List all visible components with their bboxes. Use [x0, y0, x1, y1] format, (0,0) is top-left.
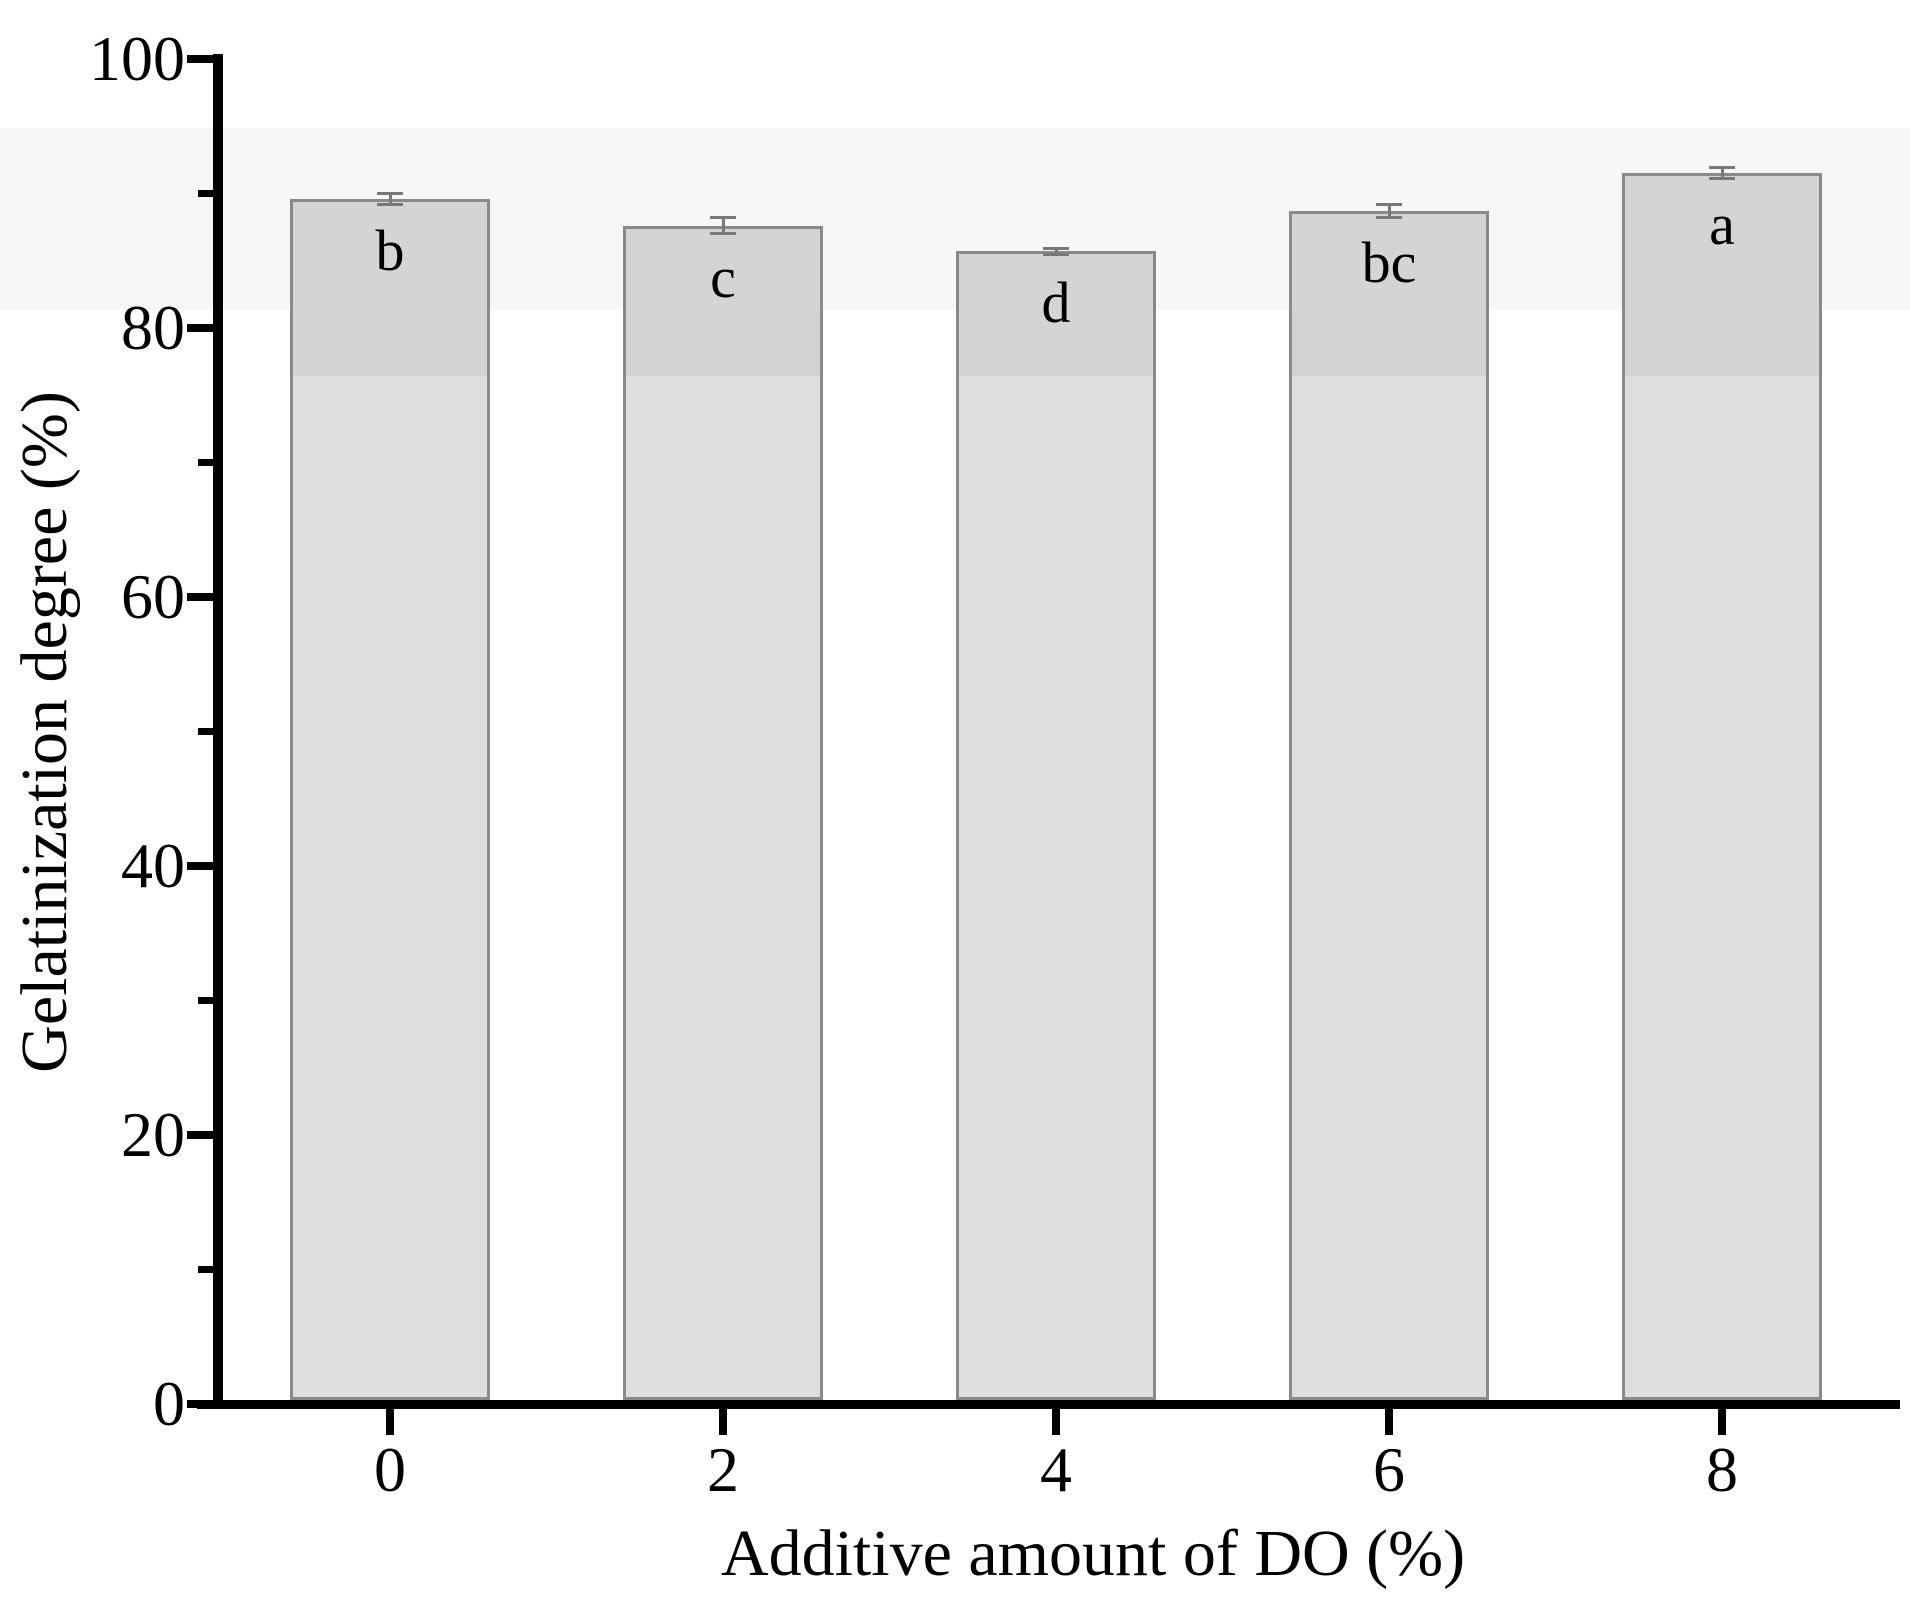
- y-major-tick: [187, 1400, 213, 1408]
- error-bar-cap-bottom: [1376, 216, 1402, 220]
- significance-letter: bc: [1361, 229, 1417, 295]
- error-bar-cap-bottom: [1043, 252, 1069, 256]
- y-major-tick: [187, 55, 213, 63]
- error-bar-cap-top: [377, 192, 403, 195]
- y-axis-line: [213, 54, 223, 1409]
- x-tick-label: 8: [1706, 1434, 1738, 1505]
- bar-upper-shade: [626, 228, 820, 376]
- y-tick-label: 40: [121, 830, 185, 901]
- y-major-tick: [187, 1131, 213, 1139]
- error-bar-line: [1387, 204, 1391, 218]
- bar-upper-shade: [959, 254, 1153, 376]
- y-minor-tick: [198, 728, 213, 735]
- x-tick-label: 4: [1040, 1434, 1072, 1505]
- x-tick-label: 0: [374, 1434, 406, 1505]
- error-bar-cap-bottom: [377, 202, 403, 206]
- y-tick-label: 0: [153, 1368, 185, 1439]
- error-bar-line: [1720, 167, 1724, 179]
- x-major-tick: [386, 1409, 394, 1435]
- error-bar-line: [388, 193, 392, 205]
- bar: [956, 251, 1156, 1400]
- x-tick-label: 2: [707, 1434, 739, 1505]
- x-major-tick: [719, 1409, 727, 1435]
- x-major-tick: [1052, 1409, 1060, 1435]
- bar: [1622, 173, 1822, 1400]
- y-major-tick: [187, 593, 213, 601]
- bar: [623, 225, 823, 1400]
- y-major-tick: [187, 862, 213, 870]
- bar-upper-shade: [1292, 213, 1486, 376]
- error-bar-cap-bottom: [1709, 177, 1735, 181]
- y-tick-label: 20: [121, 1099, 185, 1170]
- bar-upper-shade: [1625, 176, 1819, 376]
- bar: [290, 198, 490, 1400]
- x-axis-line: [197, 1400, 1900, 1409]
- y-tick-label: 80: [121, 292, 185, 363]
- error-bar-cap-bottom: [710, 232, 736, 236]
- y-axis-title: Gelatinization degree (%): [8, 391, 81, 1073]
- significance-letter: d: [1041, 270, 1071, 336]
- x-axis-title: Additive amount of DO (%): [720, 1517, 1466, 1590]
- y-major-tick: [187, 324, 213, 332]
- error-bar-line: [1054, 248, 1058, 255]
- x-major-tick: [1718, 1409, 1726, 1435]
- significance-letter: b: [375, 217, 405, 283]
- error-bar-cap-top: [1709, 166, 1735, 170]
- y-minor-tick: [198, 190, 213, 197]
- significance-letter: c: [710, 244, 736, 310]
- x-major-tick: [1385, 1409, 1393, 1435]
- significance-letter: a: [1709, 192, 1735, 258]
- bar: [1289, 210, 1489, 1400]
- x-tick-label: 6: [1373, 1434, 1405, 1505]
- y-minor-tick: [198, 459, 213, 466]
- y-tick-label: 60: [121, 561, 185, 632]
- error-bar-cap-top: [1043, 247, 1069, 251]
- bar-upper-shade: [293, 201, 487, 376]
- error-bar-cap-top: [1376, 202, 1402, 206]
- y-minor-tick: [198, 1266, 213, 1273]
- error-bar-cap-top: [710, 216, 736, 220]
- y-tick-label: 100: [89, 23, 185, 94]
- y-minor-tick: [198, 997, 213, 1004]
- error-bar-line: [721, 217, 725, 234]
